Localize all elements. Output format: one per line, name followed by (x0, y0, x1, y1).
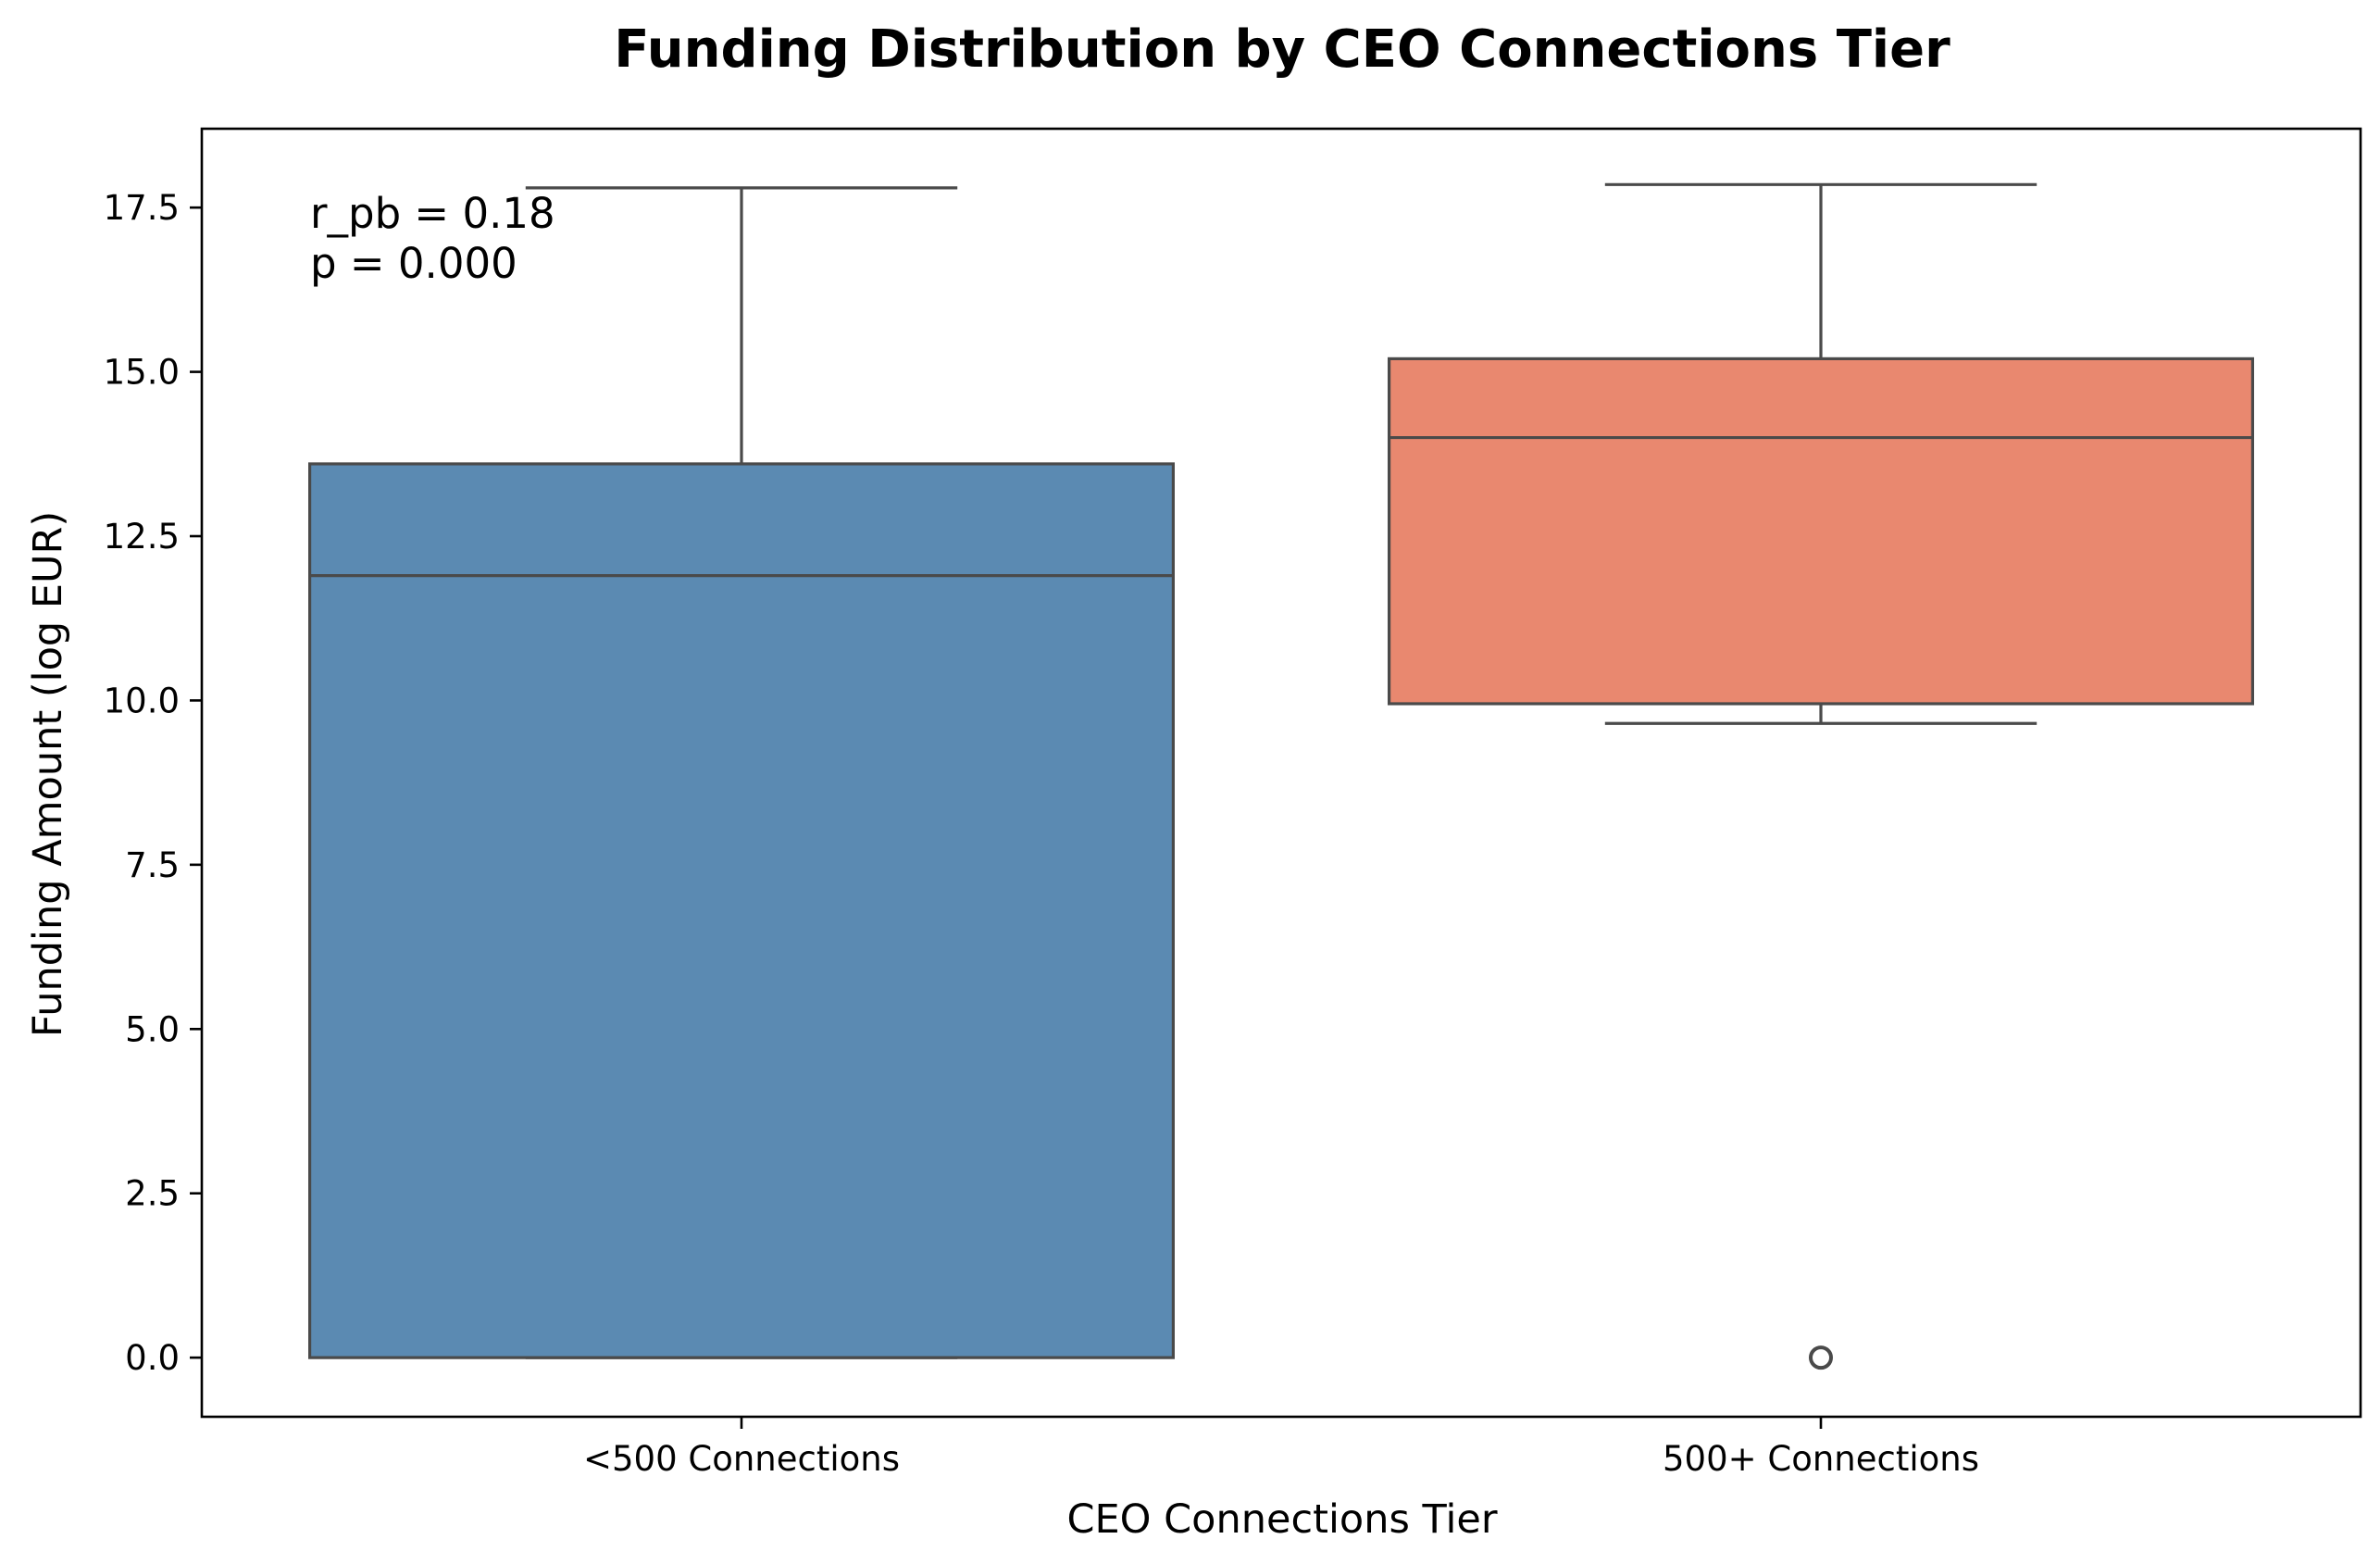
plot-area: 0.0 2.5 5.0 7.5 10.0 12.5 15.0 17.5 <500 Connect… (104, 127, 2362, 1479)
y-tick-label: 5.0 (125, 1009, 180, 1049)
box-iqr (1387, 357, 2254, 706)
y-tick-label: 15.0 (104, 353, 180, 393)
x-axis-label: CEO Connections Tier (1066, 1496, 1497, 1543)
annotation-correlation: r_pb = 0.18 (310, 189, 555, 238)
box-group (1387, 182, 2254, 1370)
box-iqr (308, 462, 1175, 1359)
y-tick-label: 17.5 (104, 188, 180, 228)
y-tick-label: 7.5 (125, 845, 180, 885)
plot-frame (200, 127, 2362, 1419)
y-tick-label: 12.5 (104, 517, 180, 557)
annotation-p-value: p = 0.000 (310, 239, 517, 288)
x-tick-label: <500 Connections (583, 1439, 900, 1479)
x-tick-label: 500+ Connections (1663, 1439, 1979, 1479)
chart-title: Funding Distribution by CEO Connections … (614, 19, 1950, 80)
y-axis-label: Funding Amount (log EUR) (25, 511, 71, 1037)
y-tick-label: 10.0 (104, 681, 180, 720)
y-tick-label: 0.0 (125, 1338, 180, 1378)
y-tick-label: 2.5 (125, 1174, 180, 1214)
outlier-point (1809, 1345, 1833, 1370)
box-group (308, 186, 1175, 1359)
